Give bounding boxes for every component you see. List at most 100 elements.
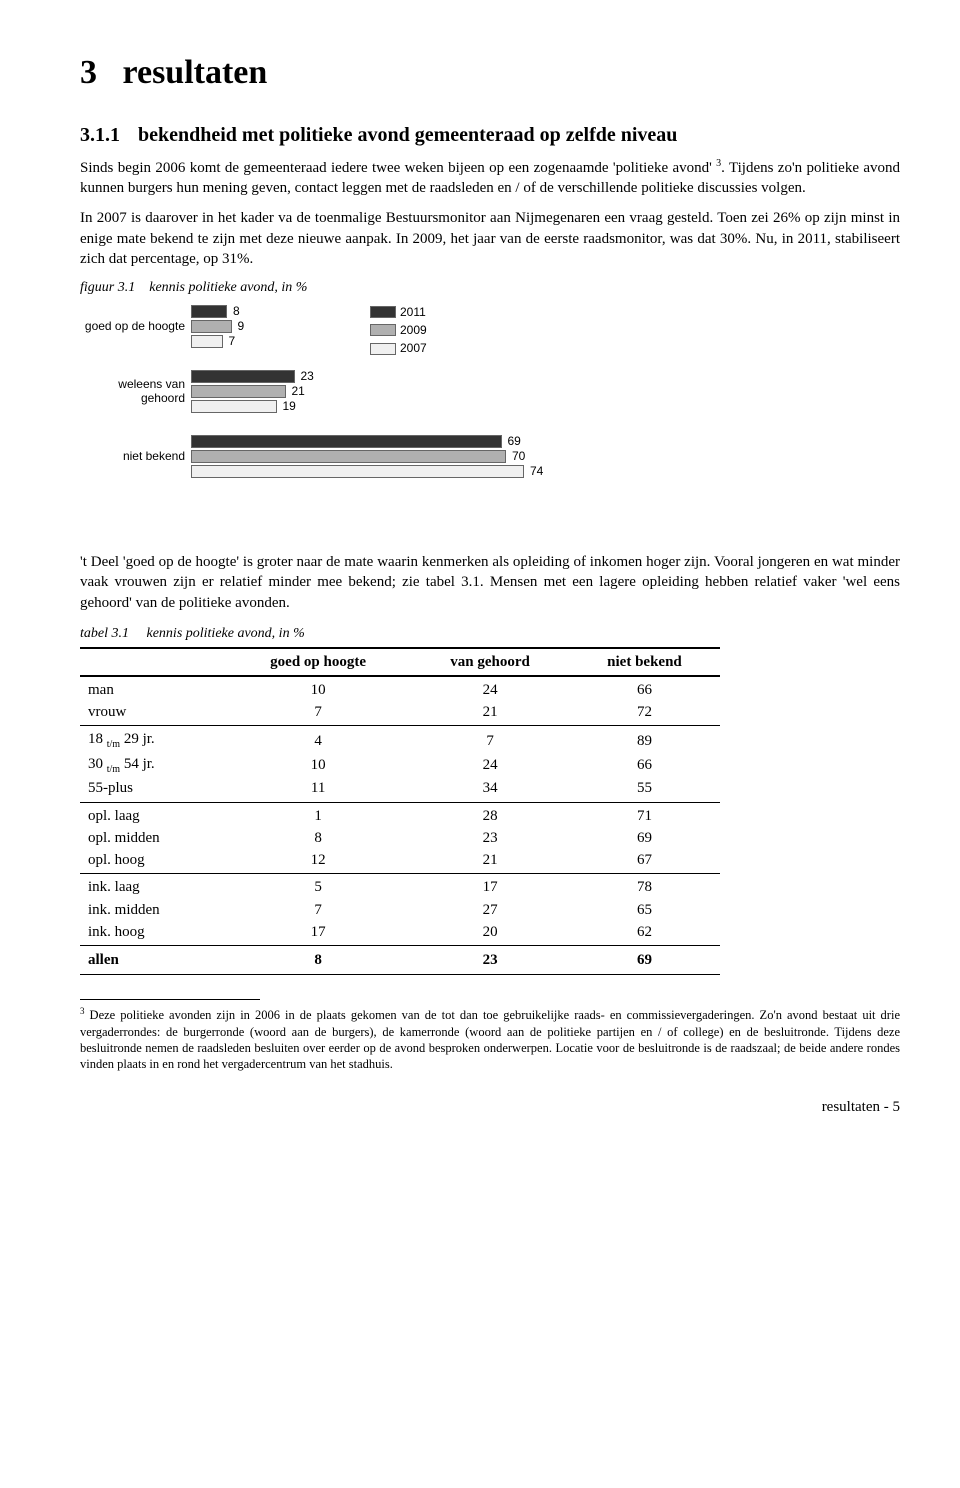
table-cell: 7: [225, 899, 410, 921]
table-cell: 67: [569, 849, 719, 874]
chart-bar: [191, 450, 506, 463]
table-cell-label: 55-plus: [80, 777, 225, 802]
chart-bar: [191, 370, 295, 383]
table-cell: 34: [411, 777, 570, 802]
chart-bar-value: 70: [512, 448, 525, 464]
chart-bar-value: 9: [238, 318, 245, 334]
table-cell-label: opl. hoog: [80, 849, 225, 874]
table-cell-label: ink. midden: [80, 899, 225, 921]
table-cell: 7: [411, 726, 570, 753]
table-cell: 5: [225, 874, 410, 899]
table-row: vrouw72172: [80, 701, 720, 726]
table-number: tabel 3.1: [80, 626, 129, 641]
footnote-text: Deze politieke avonden zijn in 2006 in d…: [80, 1009, 900, 1072]
data-table: goed op hoogtevan gehoordniet bekendman1…: [80, 647, 720, 976]
chart-bar-row: 23: [191, 369, 580, 384]
chart-bars: 232119: [191, 369, 580, 414]
table-caption-text: kennis politieke avond, in %: [147, 626, 305, 641]
table-cell: 89: [569, 726, 719, 753]
table-header-cell: [80, 648, 225, 676]
chart-category-label: weleens vangehoord: [80, 378, 191, 406]
chart-bar: [191, 465, 524, 478]
chart-body: goed op de hoogte897weleens vangehoord23…: [80, 304, 580, 499]
section-number: 3.1.1: [80, 122, 120, 149]
paragraph-1a: Sinds begin 2006 komt de gemeenteraad ie…: [80, 160, 716, 176]
table-cell: 55: [569, 777, 719, 802]
figure-number: figuur 3.1: [80, 280, 135, 295]
chart-bar-value: 19: [283, 398, 296, 414]
table-cell-label: allen: [80, 946, 225, 975]
chart-bars: 6970 74: [191, 434, 580, 479]
footnote-separator: [80, 999, 260, 1000]
table-row: ink. laag51778: [80, 874, 720, 899]
chapter-number: 3: [80, 54, 97, 91]
table-cell: 69: [569, 946, 719, 975]
section-heading: 3.1.1 bekendheid met politieke avond gem…: [80, 122, 900, 149]
table-cell: 27: [411, 899, 570, 921]
table-cell: 10: [225, 676, 410, 701]
chart-category: weleens vangehoord232119: [80, 369, 580, 414]
chart-bar-row: 70: [191, 449, 580, 464]
table-row: ink. midden72765: [80, 899, 720, 921]
table-row: 30 t/m 54 jr.102466: [80, 753, 720, 778]
figure-caption-text: kennis politieke avond, in %: [149, 280, 307, 295]
chart-bar: [191, 320, 232, 333]
chart-bar-value: 74: [530, 463, 543, 479]
table-cell-label: ink. laag: [80, 874, 225, 899]
table-cell: 17: [411, 874, 570, 899]
table-cell: 21: [411, 849, 570, 874]
chart-bar-value: 23: [301, 368, 314, 384]
section-title: bekendheid met politieke avond gemeenter…: [138, 122, 900, 149]
table-cell: 8: [225, 827, 410, 849]
chart-bar-row: 9: [191, 319, 580, 334]
table-cell-label: 30 t/m 54 jr.: [80, 753, 225, 778]
table-cell: 8: [225, 946, 410, 975]
table-cell: 21: [411, 701, 570, 726]
table-cell: 20: [411, 921, 570, 946]
chart-bar-row: 19: [191, 399, 580, 414]
footnote: 3 Deze politieke avonden zijn in 2006 in…: [80, 1006, 900, 1072]
table-row: opl. hoog122167: [80, 849, 720, 874]
chart-bar: [191, 335, 223, 348]
chart-category-label: goed op de hoogte: [80, 320, 191, 334]
table-cell: 24: [411, 753, 570, 778]
table-cell: 10: [225, 753, 410, 778]
chart-bar-row: 21: [191, 384, 580, 399]
table-cell-label: man: [80, 676, 225, 701]
chart-bar-value: 69: [508, 433, 521, 449]
table-cell: 23: [411, 827, 570, 849]
table-header-cell: goed op hoogte: [225, 648, 410, 676]
paragraph-1: Sinds begin 2006 komt de gemeenteraad ie…: [80, 157, 900, 199]
table-cell: 4: [225, 726, 410, 753]
bar-chart: 201120092007 goed op de hoogte897weleens…: [80, 304, 580, 524]
chart-bar-value: 8: [233, 303, 240, 319]
table-row: 18 t/m 29 jr.4789: [80, 726, 720, 753]
table-cell: 7: [225, 701, 410, 726]
table-row: opl. midden82369: [80, 827, 720, 849]
table-row: 55-plus113455: [80, 777, 720, 802]
chart-bar-row: 7: [191, 334, 580, 349]
chart-bar-row: 8: [191, 304, 580, 319]
table-row: man102466: [80, 676, 720, 701]
table-cell: 66: [569, 676, 719, 701]
paragraph-2: In 2007 is daarover in het kader va de t…: [80, 208, 900, 269]
figure-caption: figuur 3.1 kennis politieke avond, in %: [80, 279, 900, 298]
chapter-title: resultaten: [123, 54, 268, 91]
chart-bar: [191, 305, 227, 318]
table-header-cell: niet bekend: [569, 648, 719, 676]
chart-bar-value: 21: [292, 383, 305, 399]
chart-bar: [191, 385, 286, 398]
chapter-heading: 3 resultaten: [80, 50, 900, 96]
table-cell-label: opl. midden: [80, 827, 225, 849]
table-cell: 24: [411, 676, 570, 701]
chart-bar-value: 7: [229, 333, 236, 349]
table-row: ink. hoog172062: [80, 921, 720, 946]
table-cell: 17: [225, 921, 410, 946]
paragraph-3: 't Deel 'goed op de hoogte' is groter na…: [80, 552, 900, 613]
table-cell: 72: [569, 701, 719, 726]
table-cell-label: ink. hoog: [80, 921, 225, 946]
table-cell: 78: [569, 874, 719, 899]
footnote-number: 3: [80, 1006, 85, 1016]
table-cell: 12: [225, 849, 410, 874]
chart-bar: [191, 435, 502, 448]
